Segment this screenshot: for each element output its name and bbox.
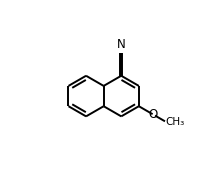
Text: CH₃: CH₃: [166, 117, 185, 127]
Text: N: N: [117, 38, 126, 51]
Text: O: O: [148, 108, 157, 121]
